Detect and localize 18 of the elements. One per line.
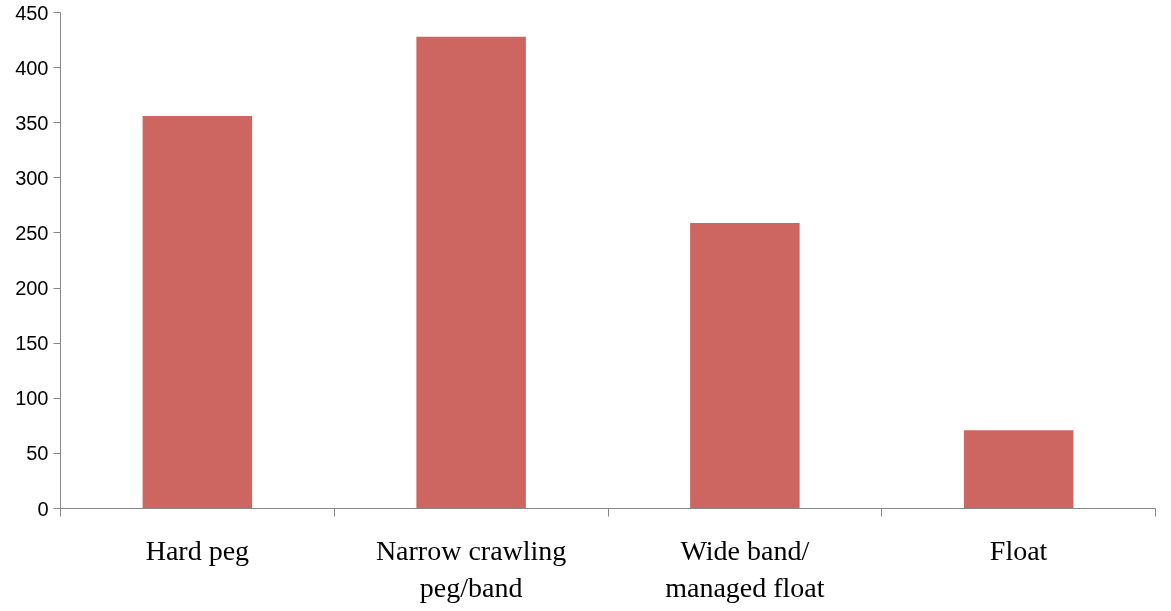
- y-tick-label: 150: [15, 332, 49, 355]
- x-tick-label: Float: [989, 534, 1048, 566]
- x-tick-label: Narrow crawling peg/band: [375, 534, 567, 603]
- y-tick-label: 50: [26, 442, 49, 465]
- x-tick-label: Wide band/ managed float: [665, 534, 825, 603]
- y-tick-label: 250: [15, 221, 49, 244]
- y-tick-label: 200: [15, 277, 49, 300]
- x-tick-label: Hard peg: [145, 534, 250, 566]
- y-tick-label: 450: [15, 1, 49, 24]
- y-tick-label: 350: [15, 111, 49, 134]
- bar: [416, 36, 526, 509]
- y-tick-label: 300: [15, 166, 49, 189]
- y-tick-label: 100: [15, 387, 49, 410]
- bar: [142, 116, 253, 509]
- y-tick-label: 400: [15, 56, 49, 79]
- bar: [690, 223, 800, 509]
- bar: [963, 430, 1074, 509]
- y-tick-label: 0: [37, 497, 49, 520]
